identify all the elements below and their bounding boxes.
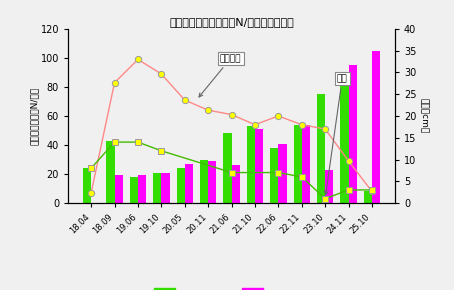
Legend: 架線ギャップ, ヘリギャップ: 架線ギャップ, ヘリギャップ	[154, 289, 309, 290]
Bar	[349, 65, 357, 203]
Bar	[200, 160, 208, 203]
Bar	[223, 133, 232, 203]
Title: 搬出別稚樹成立本数（N/㎡）と樹高成長: 搬出別稚樹成立本数（N/㎡）と樹高成長	[169, 17, 294, 27]
Bar	[161, 173, 169, 203]
Bar	[247, 126, 255, 203]
Bar	[83, 168, 91, 203]
Bar	[138, 175, 146, 203]
Bar	[364, 191, 372, 203]
Bar	[372, 51, 380, 203]
Y-axis label: 樹高（cm）: 樹高（cm）	[419, 98, 428, 134]
Bar	[177, 168, 185, 203]
Bar	[325, 170, 333, 203]
Bar	[153, 173, 161, 203]
Bar	[278, 144, 286, 203]
Bar	[317, 94, 325, 203]
Bar	[130, 177, 138, 203]
Bar	[294, 125, 302, 203]
Text: 樹高: 樹高	[325, 74, 348, 195]
Text: 稚樹本数: 稚樹本数	[199, 54, 242, 97]
Bar	[270, 148, 278, 203]
Bar	[232, 165, 240, 203]
Bar	[114, 175, 123, 203]
Y-axis label: 稚樹成立本数（N/㎡）: 稚樹成立本数（N/㎡）	[30, 87, 39, 145]
Bar	[208, 161, 216, 203]
Bar	[106, 141, 114, 203]
Bar	[255, 129, 263, 203]
Bar	[340, 86, 349, 203]
Bar	[302, 125, 310, 203]
Bar	[185, 164, 193, 203]
